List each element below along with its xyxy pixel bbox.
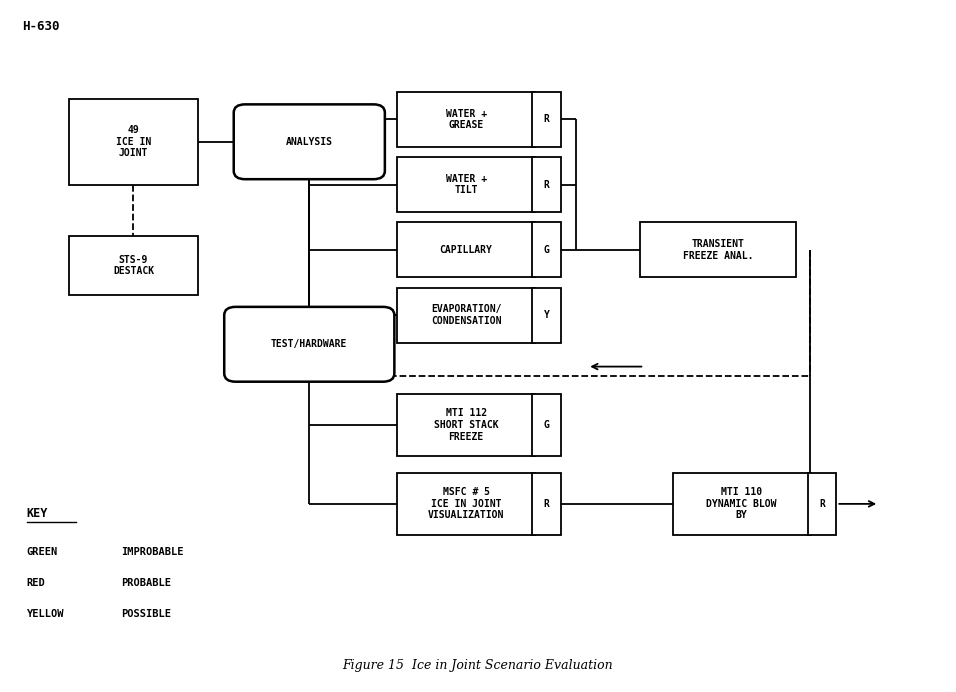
Text: YELLOW: YELLOW [27, 609, 64, 619]
Bar [532, 222, 560, 277]
FancyBboxPatch shape [233, 104, 385, 179]
Bar [532, 394, 560, 456]
Text: RED: RED [27, 578, 45, 588]
Text: R: R [544, 114, 550, 125]
Text: Y: Y [544, 310, 550, 320]
Text: PROBABLE: PROBABLE [121, 578, 171, 588]
Text: POSSIBLE: POSSIBLE [121, 609, 171, 619]
Bar [532, 157, 560, 212]
Text: GREEN: GREEN [27, 547, 57, 557]
Text: H-630: H-630 [22, 20, 59, 33]
Text: WATER +
GREASE: WATER + GREASE [445, 109, 487, 130]
Bar [397, 288, 535, 343]
Text: MSFC # 5
ICE IN JOINT
VISUALIZATION: MSFC # 5 ICE IN JOINT VISUALIZATION [428, 487, 505, 520]
Bar [397, 157, 535, 212]
Text: MTI 110
DYNAMIC BLOW
BY: MTI 110 DYNAMIC BLOW BY [706, 487, 777, 520]
Text: EVAPORATION/
CONDENSATION: EVAPORATION/ CONDENSATION [431, 304, 501, 326]
Text: R: R [544, 180, 550, 190]
Bar [69, 99, 198, 185]
Text: KEY: KEY [27, 507, 48, 520]
Text: G: G [544, 420, 550, 430]
Text: MTI 112
SHORT STACK
FREEZE: MTI 112 SHORT STACK FREEZE [434, 408, 498, 441]
Text: WATER +
TILT: WATER + TILT [445, 174, 487, 195]
Bar [397, 222, 535, 277]
Text: CAPILLARY: CAPILLARY [440, 245, 492, 255]
Text: ANALYSIS: ANALYSIS [286, 137, 333, 147]
Bar [397, 473, 535, 535]
Text: TEST/HARDWARE: TEST/HARDWARE [272, 339, 347, 349]
Bar [532, 92, 560, 147]
Text: TRANSIENT
FREEZE ANAL.: TRANSIENT FREEZE ANAL. [683, 239, 753, 261]
Text: R: R [544, 499, 550, 509]
Text: R: R [819, 499, 825, 509]
Text: Figure 15  Ice in Joint Scenario Evaluation: Figure 15 Ice in Joint Scenario Evaluati… [342, 659, 614, 672]
Bar [397, 394, 535, 456]
Text: G: G [544, 245, 550, 255]
FancyBboxPatch shape [225, 307, 395, 382]
Bar [532, 473, 560, 535]
Bar [532, 288, 560, 343]
Bar [673, 473, 811, 535]
Text: STS-9
DESTACK: STS-9 DESTACK [113, 255, 154, 276]
Bar [808, 473, 836, 535]
Text: IMPROBABLE: IMPROBABLE [121, 547, 185, 557]
Bar [397, 92, 535, 147]
Bar [69, 236, 198, 295]
Text: 49
ICE IN
JOINT: 49 ICE IN JOINT [116, 125, 151, 158]
Bar [640, 222, 796, 277]
